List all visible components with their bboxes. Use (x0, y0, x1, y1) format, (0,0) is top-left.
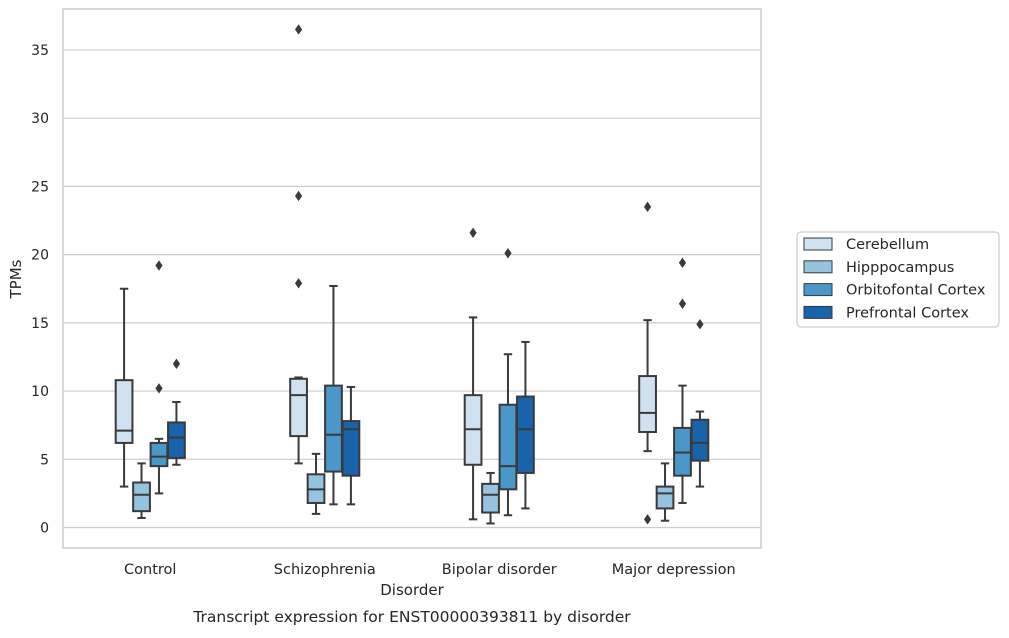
flier-0 (678, 298, 687, 309)
x-axis-label: Disorder (380, 581, 444, 599)
box-body (324, 384, 343, 473)
box-body (690, 418, 710, 462)
y-axis-label: TPMs (7, 259, 25, 299)
box-plots (114, 24, 710, 525)
box-3-2 (516, 340, 535, 510)
box-0-0 (114, 287, 134, 488)
plot-frame-rect (62, 8, 762, 549)
box-body (132, 481, 151, 513)
flier-0 (294, 278, 303, 289)
box-body (114, 379, 134, 444)
box-3-3 (690, 319, 710, 488)
flier-0 (469, 227, 477, 238)
x-tick-label-2: Bipolar disorder (442, 562, 557, 578)
x-tick-label-0: Control (124, 562, 176, 578)
y-tick-label-35: 35 (31, 43, 49, 59)
y-tick-label-25: 25 (31, 179, 49, 195)
box-2-3 (673, 257, 692, 504)
flier-0 (696, 319, 704, 330)
plot-frame (62, 8, 762, 549)
box-body (289, 377, 308, 438)
box-3-0 (167, 358, 186, 466)
x-tick-labels: Control Schizophrenia Bipolar disorder Majo… (124, 562, 736, 578)
flier-0 (504, 248, 512, 259)
box-body (655, 485, 675, 510)
box-1-1 (306, 452, 326, 515)
box-body (498, 403, 518, 491)
legend-swatch-3 (803, 305, 833, 319)
y-tick-labels: 0 5 10 15 20 25 30 35 (31, 43, 49, 537)
flier-1 (155, 260, 163, 271)
y-tick-label-30: 30 (31, 111, 49, 127)
box-body (516, 395, 535, 474)
flier-1 (294, 190, 303, 202)
x-tick-label-3: Major depression (612, 562, 736, 578)
flier-0 (155, 383, 163, 394)
box-body (167, 421, 186, 459)
x-tick-label-1: Schizophrenia (274, 562, 376, 578)
box-0-2 (463, 227, 483, 521)
y-tick-label-0: 0 (40, 521, 49, 537)
legend-label-1: Hipppocampus (846, 260, 954, 276)
y-tick-label-5: 5 (40, 452, 49, 468)
legend-swatch-0 (803, 237, 833, 251)
box-2-0 (149, 260, 169, 495)
box-1-2 (481, 471, 500, 525)
box-1-3 (655, 462, 675, 522)
flier-2 (294, 24, 303, 35)
legend-swatch-1 (803, 260, 833, 274)
box-body (341, 420, 361, 477)
flier-0 (172, 358, 181, 369)
flier-0 (643, 514, 652, 525)
y-tick-label-10: 10 (31, 384, 49, 400)
legend-label-3: Prefrontal Cortex (846, 305, 969, 321)
box-0-3 (638, 201, 657, 525)
y-tick-label-15: 15 (31, 316, 49, 332)
flier-1 (678, 257, 687, 269)
legend-label-2: Orbitofontal Cortex (846, 283, 986, 299)
flier-1 (643, 201, 652, 213)
y-tick-label-20: 20 (31, 248, 49, 264)
legend-swatch-2 (803, 283, 833, 297)
box-1-0 (132, 462, 151, 519)
legend: Cerebellum Hipppocampus Orbitofontal Corte… (796, 231, 1000, 328)
box-2-1 (324, 285, 343, 506)
box-0-1 (289, 24, 308, 465)
legend-label-0: Cerebellum (846, 237, 929, 253)
legend-frame (796, 231, 1000, 328)
box-body (481, 482, 500, 514)
box-3-1 (341, 385, 361, 506)
grid-lines (63, 49, 761, 529)
box-body (638, 375, 657, 434)
box-body (149, 441, 169, 468)
box-2-2 (498, 248, 518, 517)
chart-caption: Transcript expression for ENST0000039381… (192, 608, 631, 626)
